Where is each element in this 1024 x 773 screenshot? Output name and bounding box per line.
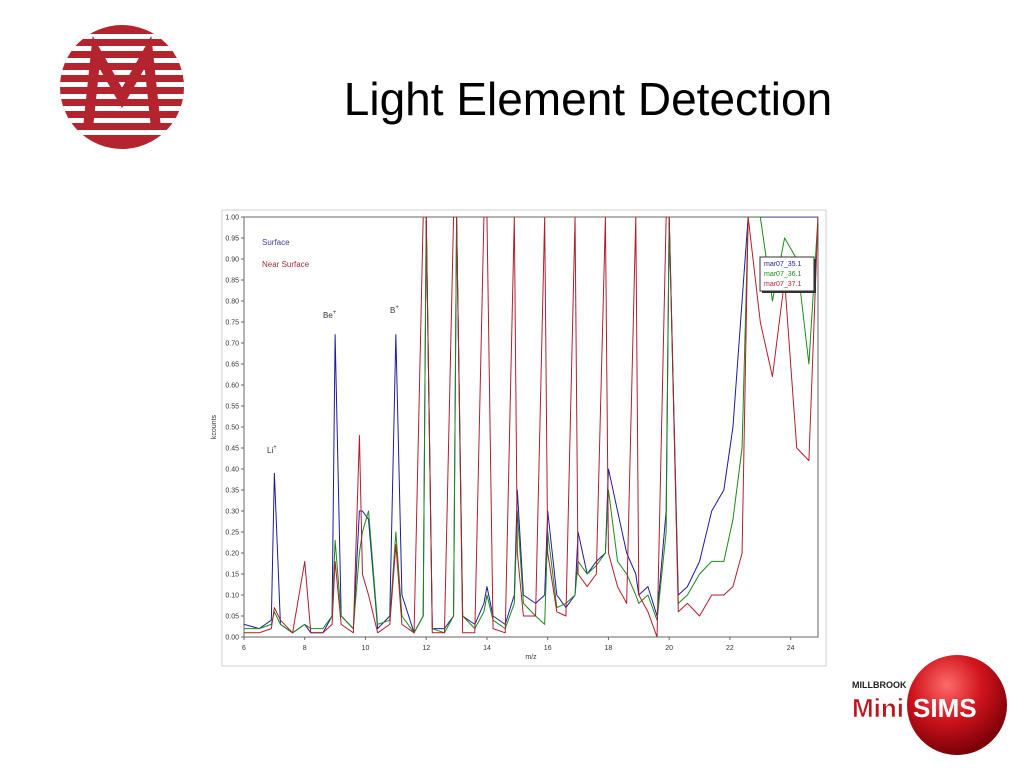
y-tick-label: 0.95 xyxy=(225,236,239,243)
y-tick-label: 0.45 xyxy=(225,446,239,453)
annotation-text: Near Surface xyxy=(262,260,310,269)
annotation: Near Surface xyxy=(262,260,310,269)
y-tick-label: 0.20 xyxy=(225,551,239,558)
legend-entry: mar07_36.1 xyxy=(764,271,801,278)
y-tick-label: 0.05 xyxy=(225,614,239,621)
x-tick-label: 10 xyxy=(362,645,370,652)
company-logo xyxy=(60,25,184,149)
x-tick-label: 6 xyxy=(242,645,246,652)
y-tick-label: 0.80 xyxy=(225,299,239,306)
y-tick-label: 0.65 xyxy=(225,362,239,369)
y-tick-label: 0.85 xyxy=(225,278,239,285)
y-axis-label: kcounts xyxy=(211,414,218,439)
y-tick-label: 0.30 xyxy=(225,509,239,516)
y-tick-label: 0.90 xyxy=(225,257,239,264)
annotation-text: Li xyxy=(267,446,273,455)
y-tick-label: 0.35 xyxy=(225,488,239,495)
annotation-charge: + xyxy=(395,305,399,311)
series-lines xyxy=(244,217,818,637)
y-tick-label: 0.70 xyxy=(225,341,239,348)
slide-title: Light Element Detection xyxy=(344,73,832,125)
y-tick-label: 0.25 xyxy=(225,530,239,537)
annotation-text: B xyxy=(390,306,395,315)
brand-sims: SIMS xyxy=(913,693,977,723)
y-tick-label: 0.75 xyxy=(225,320,239,327)
annotation: B+ xyxy=(390,305,399,315)
x-axis-label: m/z xyxy=(525,654,537,661)
y-tick-label: 0.50 xyxy=(225,425,239,432)
minisims-logo: MILLBROOK Mini SIMS xyxy=(852,655,1007,755)
y-tick-label: 0.15 xyxy=(225,572,239,579)
annotation-charge: + xyxy=(273,445,277,451)
annotation-charge: + xyxy=(333,310,337,316)
x-tick-label: 12 xyxy=(422,645,430,652)
y-tick-label: 0.40 xyxy=(225,467,239,474)
x-tick-label: 18 xyxy=(605,645,613,652)
x-tick-label: 24 xyxy=(787,645,795,652)
y-tick-label: 0.10 xyxy=(225,593,239,600)
x-tick-label: 20 xyxy=(665,645,673,652)
plot-area xyxy=(243,216,819,638)
brand-mini: Mini xyxy=(852,693,904,723)
annotation: Li+ xyxy=(267,445,277,455)
legend-entry: mar07_35.1 xyxy=(764,261,801,268)
y-tick-label: 0.60 xyxy=(225,383,239,390)
y-tick-label: 1.00 xyxy=(225,215,239,222)
series-line xyxy=(244,217,818,637)
y-tick-label: 0.55 xyxy=(225,404,239,411)
x-tick-label: 8 xyxy=(303,645,307,652)
annotation-text: Surface xyxy=(262,238,290,247)
annotation: Surface xyxy=(262,238,290,247)
annotation-text: Be xyxy=(323,311,333,320)
x-tick-label: 14 xyxy=(483,645,491,652)
annotation: Be+ xyxy=(323,310,337,320)
x-tick-label: 22 xyxy=(726,645,734,652)
brand-text: MILLBROOK xyxy=(852,680,907,690)
legend-entry: mar07_37.1 xyxy=(764,281,801,288)
plot: 0.00 0.05 0.10 0.15 0.20 0.25 0.30 0.35 0.40 0.45… xyxy=(211,215,818,661)
legend-box xyxy=(759,256,815,292)
x-tick-label: 16 xyxy=(544,645,552,652)
y-tick-label: 0.00 xyxy=(225,635,239,642)
